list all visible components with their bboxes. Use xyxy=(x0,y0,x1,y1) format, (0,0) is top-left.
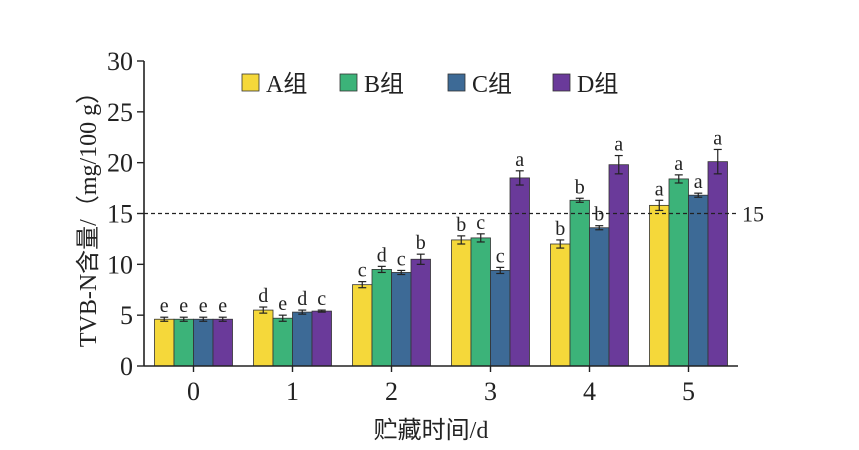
y-tick-label: 0 xyxy=(120,352,133,381)
legend: A组 B组 C组 D组 xyxy=(241,71,618,98)
significance-letter: b xyxy=(456,214,466,236)
bar xyxy=(550,243,571,367)
significance-letter: e xyxy=(218,295,227,317)
x-axis-label: 贮藏时间/d xyxy=(374,417,489,444)
y-tick-label: 30 xyxy=(107,47,133,76)
bar xyxy=(193,318,214,367)
x-tick-label: 1 xyxy=(286,377,299,406)
y-tick-label: 25 xyxy=(107,98,133,127)
bars-layer xyxy=(154,161,728,367)
significance-letter: e xyxy=(199,295,208,317)
legend-label: B组 xyxy=(364,71,404,98)
bar xyxy=(649,204,670,367)
bar xyxy=(589,227,610,367)
significance-letter: d xyxy=(377,244,387,266)
bar xyxy=(212,318,233,367)
x-tick-label: 5 xyxy=(682,377,695,406)
bar xyxy=(569,199,590,367)
legend-swatch xyxy=(241,73,260,92)
bar xyxy=(707,161,728,367)
legend-swatch xyxy=(447,73,466,92)
significance-letter: b xyxy=(555,218,565,240)
significance-letter: a xyxy=(655,178,664,200)
bar xyxy=(352,284,373,367)
significance-letter: a xyxy=(694,171,703,193)
significance-letter: c xyxy=(317,288,326,310)
significance-letter: c xyxy=(358,260,367,282)
bar xyxy=(292,311,313,367)
legend-swatch xyxy=(552,73,571,92)
bar xyxy=(509,177,530,367)
significance-letter: a xyxy=(713,127,722,149)
bar xyxy=(608,164,629,367)
reference-line-label: 15 xyxy=(742,202,764,227)
significance-letter: a xyxy=(515,149,524,171)
significance-letter: d xyxy=(258,285,268,307)
bar xyxy=(253,309,274,367)
x-tick-label: 0 xyxy=(187,377,200,406)
significance-letter: b xyxy=(594,204,604,226)
significance-letter: b xyxy=(575,176,585,198)
y-tick-label: 10 xyxy=(107,250,133,279)
significance-letter: e xyxy=(179,295,188,317)
x-tick-label: 4 xyxy=(583,377,596,406)
bar xyxy=(173,318,194,367)
x-tick-label: 3 xyxy=(484,377,497,406)
bar xyxy=(451,239,472,367)
significance-letter: e xyxy=(160,295,169,317)
legend-label: C组 xyxy=(472,71,512,98)
significance-letter: e xyxy=(278,293,287,315)
significance-letter: a xyxy=(614,134,623,156)
legend-label: D组 xyxy=(577,71,618,98)
bar xyxy=(688,194,709,367)
y-axis-ticks: 0 5 10 15 20 25 30 xyxy=(107,47,144,381)
significance-letter: a xyxy=(674,153,683,175)
bar xyxy=(470,237,491,367)
bar xyxy=(272,317,293,367)
error-bars-layer xyxy=(160,148,722,322)
y-axis-label: TVB-N含量/（mg/100 g） xyxy=(75,80,102,347)
bar xyxy=(391,272,412,367)
bar xyxy=(311,310,332,367)
legend-label: A组 xyxy=(266,71,307,98)
significance-letter: d xyxy=(297,288,307,310)
significance-letter: b xyxy=(416,232,426,254)
x-tick-label: 2 xyxy=(385,377,398,406)
legend-swatch xyxy=(339,73,358,92)
significance-letter: c xyxy=(476,212,485,234)
bar xyxy=(371,269,392,367)
y-tick-label: 20 xyxy=(107,149,133,178)
significance-letter: c xyxy=(397,248,406,270)
y-tick-label: 5 xyxy=(120,301,133,330)
bar xyxy=(668,178,689,367)
y-tick-label: 15 xyxy=(107,200,133,229)
x-axis-ticks: 0 1 2 3 4 5 xyxy=(187,366,695,406)
bar xyxy=(490,270,511,367)
significance-letter: c xyxy=(496,245,505,267)
bar xyxy=(154,318,175,367)
bar xyxy=(410,258,431,367)
